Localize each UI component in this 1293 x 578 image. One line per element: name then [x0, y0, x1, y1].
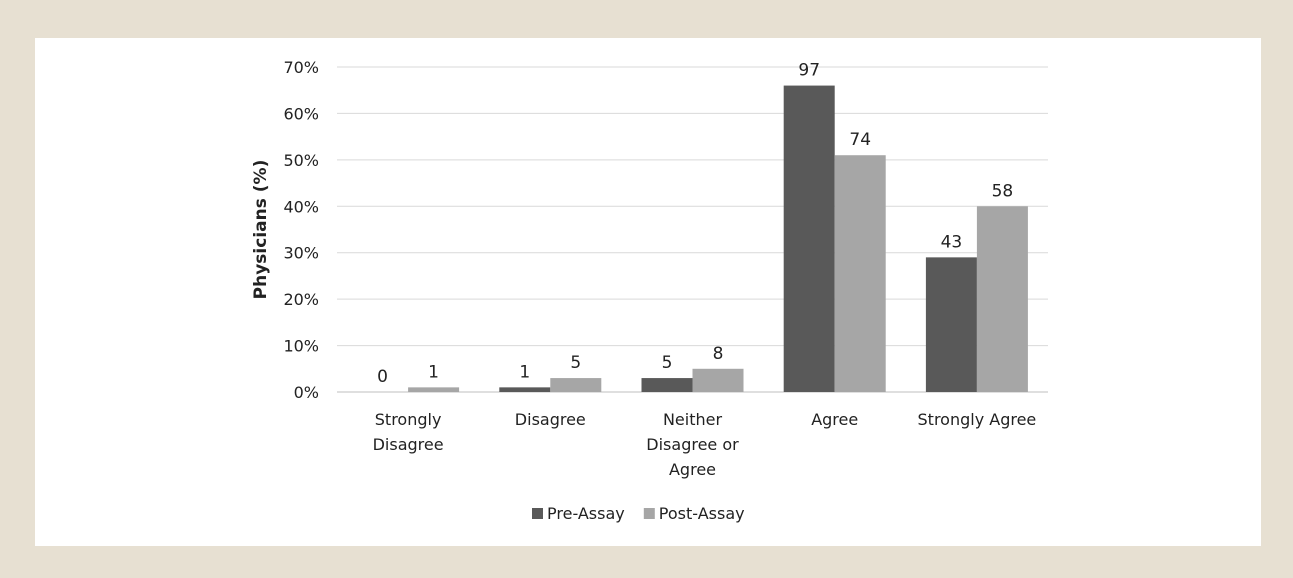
legend-swatch — [532, 508, 543, 519]
data-label: 43 — [941, 232, 963, 252]
y-tick-label: 70% — [283, 58, 319, 77]
x-tick-label: Disagree or — [646, 435, 739, 454]
bar-pre-assay — [925, 257, 977, 392]
legend-swatch — [643, 508, 655, 519]
data-label: 5 — [662, 353, 673, 373]
y-axis-title: Physicians (%) — [251, 160, 271, 300]
bar-pre-assay — [499, 387, 551, 392]
data-label: 8 — [713, 344, 724, 364]
legend-label: Pre-Assay — [547, 504, 625, 523]
data-label: 58 — [992, 181, 1014, 201]
data-label: 0 — [377, 367, 388, 387]
y-tick-label: 0% — [294, 383, 319, 402]
x-tick-label: Neither — [663, 410, 723, 429]
data-label: 1 — [519, 362, 530, 382]
data-label: 97 — [798, 61, 820, 81]
x-tick-label: Agree — [811, 410, 858, 429]
y-tick-label: 10% — [283, 337, 319, 356]
x-tick-label: Disagree — [515, 410, 586, 429]
y-tick-label: 30% — [283, 244, 319, 263]
bar-post-assay — [692, 368, 744, 392]
bar-pre-assay — [783, 85, 835, 393]
data-label: 1 — [428, 362, 439, 382]
x-tick-label: Strongly Agree — [918, 410, 1037, 429]
bar-post-assay — [408, 387, 460, 392]
y-tick-label: 60% — [283, 104, 319, 123]
legend-label: Post-Assay — [659, 504, 745, 523]
bar-post-assay — [834, 155, 886, 392]
y-tick-label: 40% — [283, 197, 319, 216]
data-label: 5 — [570, 353, 581, 373]
chart-panel: 0% 10% 20% 30% 40% 50% 60% 70% Physicians (%) 0 1 S… — [35, 38, 1261, 546]
x-tick-label: Agree — [669, 460, 716, 479]
y-tick-label: 20% — [283, 290, 319, 309]
bar-post-assay — [976, 206, 1028, 392]
x-tick-label: Strongly — [375, 410, 442, 429]
bar-pre-assay — [641, 378, 693, 392]
y-tick-label: 50% — [283, 151, 319, 170]
bar-chart: 0% 10% 20% 30% 40% 50% 60% 70% Physicians (%) 0 1 S… — [251, 58, 1048, 523]
x-tick-label: Disagree — [373, 435, 444, 454]
bar-post-assay — [550, 378, 602, 392]
data-label: 74 — [849, 130, 871, 150]
